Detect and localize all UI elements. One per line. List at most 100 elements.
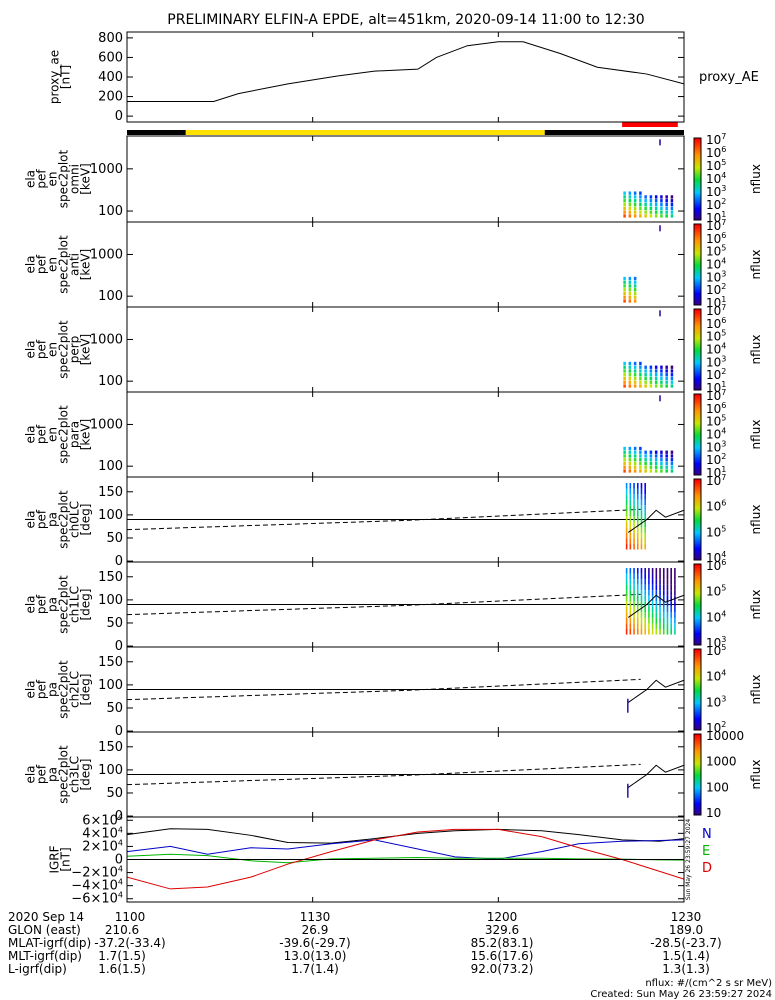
pitch-angle-cell [625,617,628,624]
spectrogram-cell [633,291,637,296]
footer-glon-2: 26.9 [302,923,329,937]
colorbar-cell [694,323,701,326]
y-axis-label: pef [35,339,49,359]
colorbar-cell [694,452,701,456]
colorbar-cell [694,505,701,508]
pitch-angle-cell [633,505,635,511]
pitch-angle-cell [648,623,650,629]
colorbar-tick-label: 105 [706,643,726,658]
y-axis-label: spec2plot [57,405,71,464]
pitch-angle-cell [636,606,639,613]
colorbar-cell [694,651,701,654]
pitch-angle-cell [636,628,639,635]
spectrogram-cell [660,458,663,462]
pitch-angle-cell [625,612,628,618]
series-line-d [126,828,685,890]
pitch-angle-cell [644,527,646,533]
pitch-angle-cell [625,494,628,500]
spectrogram-cell [628,446,632,451]
spectrogram-cell [633,210,637,214]
pitch-angle-cell [625,516,628,522]
panel-frame [126,306,685,393]
colorbar-tick-label: 106 [706,499,726,514]
colorbar-cell [694,402,701,405]
colorbar-cell [694,683,701,686]
colorbar-cell [694,144,701,147]
spectrogram-cell [633,206,637,210]
spectrogram-cell [633,369,637,373]
pitch-angle-cell [666,612,669,618]
spectrogram-cell [670,206,674,210]
colorbar-cell [694,566,701,569]
series-line-total [126,828,685,844]
pitch-angle-cell [629,527,632,533]
footer-time-3: 1200 [487,910,518,924]
side-timestamp: Sun May 26 23:59:27 2024 [685,819,692,900]
colorbar-cell [694,468,701,472]
spectrogram-cell [649,465,653,469]
colorbar-cell [694,400,701,403]
colorbar-cell [694,387,701,391]
pitch-angle-cell [640,510,643,517]
spectrogram-cell [654,206,658,210]
spectrogram-cell [670,195,674,199]
colorbar-cell [694,539,701,543]
plot-title: PRELIMINARY ELFIN-A EPDE, alt=451km, 202… [167,12,644,28]
pitch-angle-cell [644,538,646,544]
spectrogram-cell [670,373,674,377]
colorbar-cell [694,778,701,782]
spectrogram-cell [623,384,626,388]
spectrogram-cell [639,450,642,454]
y-axis-label: [deg] [79,674,93,706]
y-axis-label: ela [24,510,38,528]
status-bar-segment [127,130,186,135]
y-axis-label: perp [68,336,82,364]
spectrogram-cell [670,458,674,462]
colorbar-cell [694,531,701,535]
y-tick-label: 100 [98,508,123,523]
colorbar-cell [694,725,701,729]
colorbar-cell [694,519,701,523]
pitch-angle-cell [640,590,643,596]
pitch-angle-cell [636,532,639,539]
colorbar-cell [694,355,701,359]
y-tick-label: 600 [98,50,123,65]
colorbar-cell [694,748,701,751]
spectrogram-cell [670,199,674,203]
colorbar-cell [694,264,701,268]
pitch-angle-cell [670,579,672,585]
colorbar-cell [694,630,701,634]
pitch-angle-cell [662,568,665,574]
pitch-angle-cell [640,543,643,550]
pitch-angle-cell [633,606,635,613]
colorbar-cell [694,379,701,383]
colorbar-cell [694,276,701,280]
pitch-angle-cell [625,499,628,506]
colorbar-cell [694,367,701,371]
series-line-n [126,839,685,860]
pitch-angle-cell [655,623,658,629]
pitch-angle-cell [633,628,635,635]
y-axis-label: ela [24,170,38,188]
pitch-angle-cell [670,590,672,596]
colorbar-cell [694,321,701,324]
pitch-angle-cell [625,584,628,591]
pitch-angle-cell [640,527,643,533]
y-axis-label: ela [24,255,38,273]
pitch-angle-cell [640,595,643,602]
colorbar-cell [694,663,701,666]
colorbar-cell [694,454,701,458]
colorbar-cell [694,545,701,549]
pitch-angle-cell [651,612,654,618]
colorbar-cell [694,298,701,302]
colorbar-cell [694,588,701,591]
spectrogram-cell [623,202,626,207]
colorbar-cell [694,422,701,425]
loss-cone-line [628,764,685,788]
spectrogram-cell [633,288,637,292]
pitch-angle-cell [633,510,635,517]
pitch-angle-cell [644,510,646,517]
spectrogram-cell [665,206,668,210]
legend-label-proxy-ae: proxy_AE [699,70,759,85]
colorbar-cell [694,543,701,547]
